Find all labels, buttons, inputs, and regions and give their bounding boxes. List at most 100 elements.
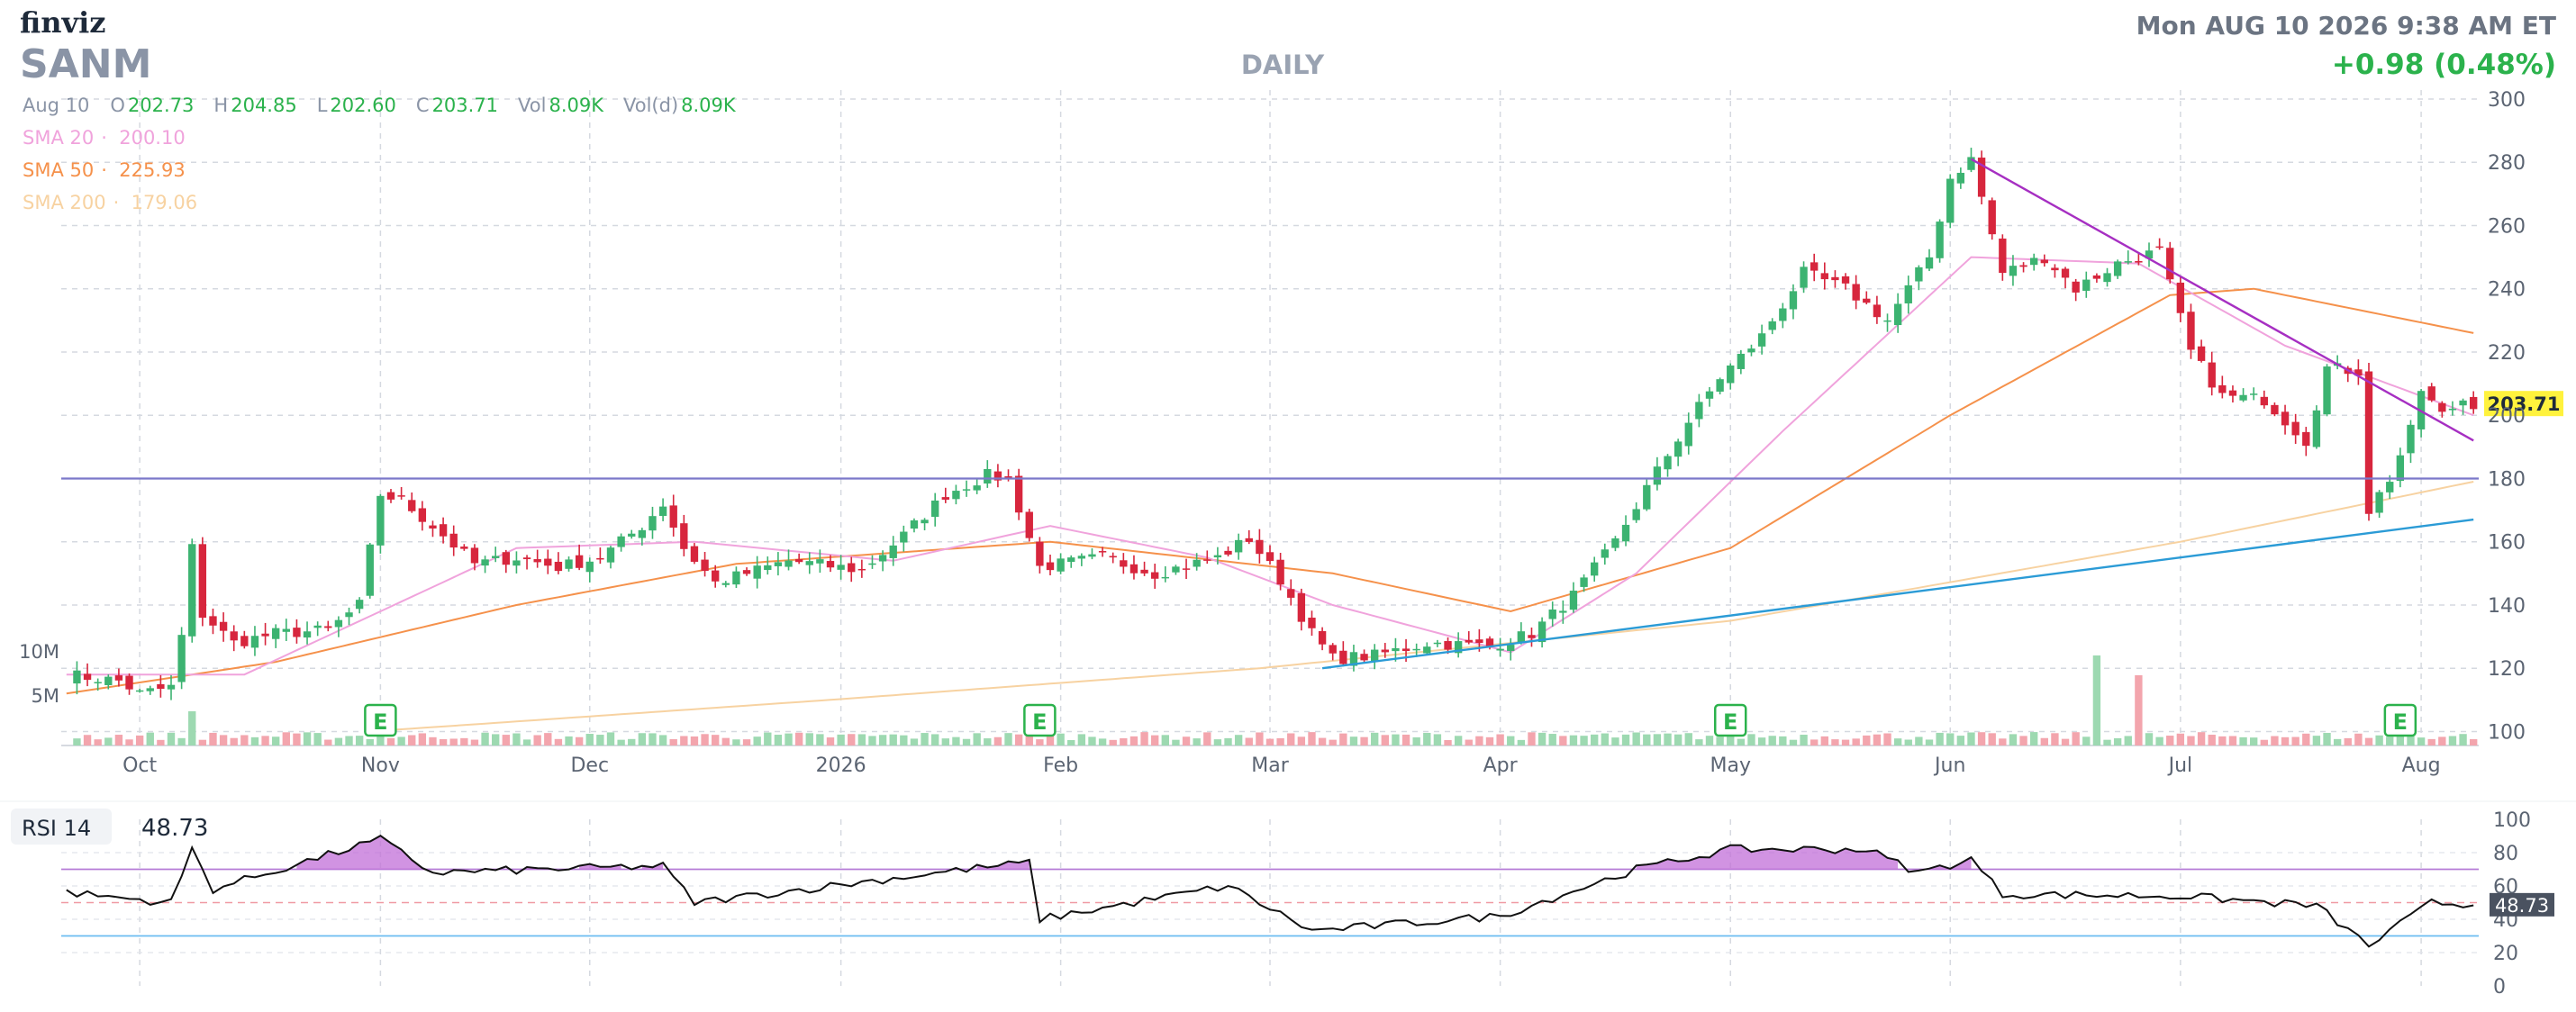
volume-bar <box>125 739 133 745</box>
candle-body <box>376 495 385 546</box>
candle-body <box>774 562 783 566</box>
candle-body <box>1412 648 1420 651</box>
candle-body <box>1465 639 1473 643</box>
ohlc-label: O <box>110 95 125 116</box>
candle-body <box>952 491 960 500</box>
timeframe-label[interactable]: DAILY <box>1241 50 1325 80</box>
volume-bar <box>1067 739 1075 745</box>
candle-body <box>606 547 615 563</box>
volume-bar <box>2407 736 2415 745</box>
candle-body <box>1967 157 1975 170</box>
volume-bar <box>481 732 489 745</box>
price-tick-label: 200 <box>2488 405 2526 428</box>
volume-bar <box>1863 735 1871 745</box>
earnings-marker[interactable] <box>1023 703 1057 737</box>
datetime-label: Mon AUG 10 2026 9:38 AM ET <box>2136 11 2556 41</box>
candle-body <box>2040 259 2048 264</box>
volume-bar <box>554 738 563 745</box>
candle-body <box>1360 654 1368 661</box>
axes: Oct Nov Dec 2026 Feb Mar Apr May Jun Jul Aug 100 120… <box>19 89 2526 777</box>
candle-body <box>2260 396 2268 406</box>
rsi-line <box>66 835 2474 948</box>
candle-body <box>1120 560 1128 567</box>
candle-body <box>1611 538 1619 548</box>
volume-bar <box>1161 735 1169 745</box>
candle-body <box>2228 390 2237 396</box>
candle-body <box>596 557 604 560</box>
candle-body <box>2166 248 2174 280</box>
rsi-label-box[interactable] <box>11 809 112 845</box>
earnings-marker-label: E <box>1032 709 1047 735</box>
volume-bar <box>1256 732 1264 745</box>
volume-bar <box>993 736 1002 745</box>
candle-body <box>1548 609 1556 619</box>
volume-bar <box>544 733 552 745</box>
volume-bar <box>1151 735 1159 745</box>
earnings-marker[interactable] <box>364 703 397 737</box>
candle-body <box>2354 369 2363 376</box>
volume-bar <box>1036 739 1044 745</box>
candle-body <box>1747 348 1755 353</box>
volume-bar <box>240 735 249 745</box>
candle-body <box>334 619 343 628</box>
volume-bar <box>324 739 332 745</box>
earnings-marker[interactable] <box>1713 703 1747 737</box>
volume-bar <box>742 739 751 745</box>
x-axis-label: Feb <box>1043 754 1078 777</box>
earnings-marker[interactable] <box>2383 703 2417 737</box>
volume-bar <box>1789 739 1798 745</box>
volume-bar <box>2448 736 2457 745</box>
candle-body <box>2250 393 2258 395</box>
volume-bar <box>94 739 102 745</box>
volume-bar <box>680 736 688 745</box>
candle-body <box>785 560 793 567</box>
volume-bar <box>2061 738 2070 745</box>
volume-bar <box>2386 736 2394 745</box>
candle-body <box>868 563 876 565</box>
candle-body <box>1193 559 1201 567</box>
volume-bar <box>1883 733 1891 745</box>
rsi-value: 48.73 <box>141 815 208 842</box>
volume-bar <box>794 732 803 745</box>
volume-bar <box>1664 733 1672 745</box>
rsi-tick-label: 0 <box>2493 976 2506 998</box>
candle-body <box>649 516 657 531</box>
ohlc-label: C <box>416 95 430 116</box>
candlestick-series <box>73 148 2478 700</box>
candle-body <box>973 485 981 491</box>
candle-body <box>2239 394 2247 401</box>
volume-bar <box>1423 732 1431 745</box>
candle-body <box>1528 635 1536 638</box>
volume-bar <box>293 733 301 745</box>
candle-body <box>397 495 405 497</box>
volume-bar <box>2166 736 2174 745</box>
candle-body <box>2082 279 2091 291</box>
candle-body <box>931 500 939 518</box>
volume-bar <box>2113 737 2122 745</box>
volume-bar <box>669 738 677 745</box>
ohlc-value: 202.73 <box>128 95 194 116</box>
finviz-logo[interactable]: finviz <box>20 5 105 40</box>
candle-body <box>1936 221 1944 258</box>
volume-bar <box>2092 655 2101 745</box>
candle-body <box>1507 645 1515 652</box>
volume-bar <box>146 732 154 745</box>
candle-body <box>1779 308 1787 321</box>
volume-bar <box>962 738 971 745</box>
volume-bar <box>345 736 353 745</box>
x-axis-label: Jul <box>2167 754 2193 777</box>
candle-body <box>1956 172 1965 184</box>
candle-body <box>1140 569 1148 574</box>
candle-body <box>2448 408 2457 411</box>
candle-body <box>188 544 196 637</box>
volume-bar <box>1276 737 1284 745</box>
volume-bar <box>460 737 468 745</box>
volume-bar <box>1611 737 1619 745</box>
candle-body <box>1151 572 1159 579</box>
candle-body <box>1999 238 2007 274</box>
x-axis-label: Dec <box>570 754 609 777</box>
rsi-label: RSI 14 <box>22 816 91 841</box>
candle-body <box>1098 551 1107 553</box>
